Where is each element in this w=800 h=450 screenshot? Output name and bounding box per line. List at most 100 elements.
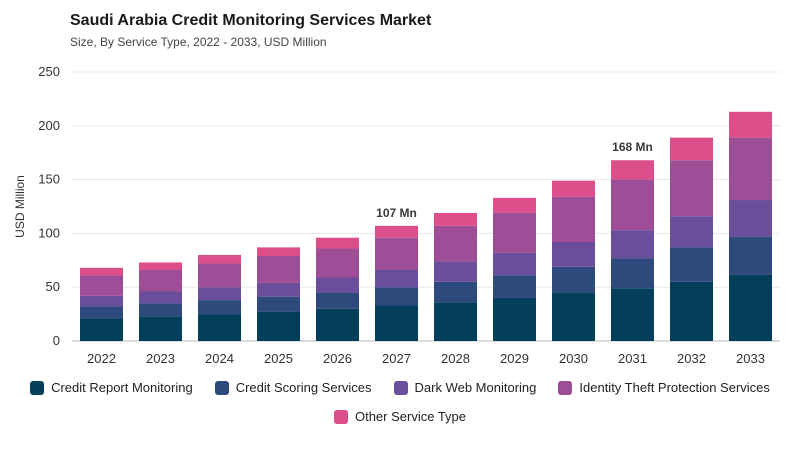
bar-segment-2031-1 xyxy=(611,288,654,341)
bar-segment-2033-5 xyxy=(729,111,772,138)
bar-segment-2023-3 xyxy=(139,291,182,304)
bar-segment-2025-4 xyxy=(257,255,300,283)
bar-segment-2027-3 xyxy=(375,269,418,288)
y-tick-label: 250 xyxy=(38,64,60,79)
x-tick-label: 2029 xyxy=(500,351,529,366)
bar-segment-2026-3 xyxy=(316,277,359,293)
x-tick-label: 2033 xyxy=(736,351,765,366)
legend-label: Dark Web Monitoring xyxy=(414,380,537,395)
bar-segment-2023-4 xyxy=(139,269,182,292)
bar-segment-2027-4 xyxy=(375,237,418,270)
bar-segment-2031-4 xyxy=(611,179,654,231)
x-tick-label: 2032 xyxy=(677,351,706,366)
chart-subtitle: Size, By Service Type, 2022 - 2033, USD … xyxy=(70,35,327,49)
bar-segment-2032-5 xyxy=(670,137,713,161)
legend-label: Identity Theft Protection Services xyxy=(579,380,770,395)
legend-swatch xyxy=(333,409,348,424)
bar-segment-2029-3 xyxy=(493,252,536,276)
bar-segment-2032-4 xyxy=(670,160,713,217)
bar-segment-2024-5 xyxy=(198,254,241,264)
bar-segment-2033-3 xyxy=(729,200,772,237)
y-tick-label: 150 xyxy=(38,172,60,187)
bar-segment-2022-5 xyxy=(80,267,123,276)
bar-segment-2028-1 xyxy=(434,302,477,341)
legend-label: Credit Report Monitoring xyxy=(51,380,193,395)
bar-segment-2025-2 xyxy=(257,296,300,312)
legend-item: Identity Theft Protection Services xyxy=(558,380,770,395)
bar-segment-2023-2 xyxy=(139,303,182,317)
data-annotation: 107 Mn xyxy=(376,206,417,220)
x-tick-label: 2022 xyxy=(87,351,116,366)
bar-segment-2027-5 xyxy=(375,225,418,238)
legend-label: Credit Scoring Services xyxy=(235,380,372,395)
bar-segment-2024-4 xyxy=(198,263,241,288)
x-tick-label: 2026 xyxy=(323,351,352,366)
bar-segment-2023-5 xyxy=(139,262,182,270)
y-tick-label: 0 xyxy=(53,333,60,348)
bar-segment-2029-5 xyxy=(493,197,536,213)
legend-swatch xyxy=(30,380,45,395)
legend-swatch xyxy=(214,380,229,395)
bar-segment-2023-1 xyxy=(139,316,182,341)
bar-segment-2025-3 xyxy=(257,282,300,297)
bar-segment-2030-5 xyxy=(552,180,595,197)
bar-segment-2033-4 xyxy=(729,137,772,201)
bar-chart: 0 50 100 150 200 250 USD Million 2022 2023 2024 20… xyxy=(13,64,780,366)
bar-segment-2024-2 xyxy=(198,300,241,315)
bar-segment-2024-3 xyxy=(198,287,241,301)
bar-segment-2030-4 xyxy=(552,196,595,243)
bar-segment-2031-3 xyxy=(611,230,654,259)
legend-item: Credit Scoring Services xyxy=(214,380,372,395)
bar-segment-2026-4 xyxy=(316,248,359,278)
bar-segment-2028-5 xyxy=(434,212,477,226)
bar-segment-2022-1 xyxy=(80,318,123,341)
bar-segment-2026-5 xyxy=(316,237,359,249)
data-annotation: 168 Mn xyxy=(612,140,653,154)
x-tick-label: 2031 xyxy=(618,351,647,366)
bar-segment-2033-2 xyxy=(729,236,772,275)
y-tick-label: 200 xyxy=(38,118,60,133)
bar-segment-2027-1 xyxy=(375,305,418,341)
bar-segment-2028-4 xyxy=(434,225,477,262)
y-tick-label: 100 xyxy=(38,225,60,240)
legend-label: Other Service Type xyxy=(354,409,467,424)
legend-item: Dark Web Monitoring xyxy=(393,380,537,395)
bar-segment-2022-4 xyxy=(80,275,123,296)
bar-segment-2030-1 xyxy=(552,292,595,341)
bar-segment-2029-4 xyxy=(493,212,536,253)
legend-swatch xyxy=(393,380,408,395)
bar-segment-2026-2 xyxy=(316,292,359,309)
y-tick-label: 50 xyxy=(46,279,60,294)
bar-segment-2030-3 xyxy=(552,242,595,267)
x-tick-label: 2025 xyxy=(264,351,293,366)
bar-segment-2032-2 xyxy=(670,247,713,282)
bar-segment-2029-2 xyxy=(493,275,536,298)
x-tick-label: 2023 xyxy=(146,351,175,366)
bar-segment-2031-5 xyxy=(611,160,654,180)
bar-segment-2026-1 xyxy=(316,308,359,341)
legend-swatch xyxy=(558,380,573,395)
chart-title: Saudi Arabia Credit Monitoring Services … xyxy=(70,12,432,29)
bar-segment-2033-1 xyxy=(729,274,772,341)
x-tick-label: 2028 xyxy=(441,351,470,366)
legend-item: Credit Report Monitoring xyxy=(30,380,193,395)
bar-segment-2029-1 xyxy=(493,297,536,341)
bar-segment-2025-5 xyxy=(257,247,300,256)
bar-segment-2027-2 xyxy=(375,287,418,306)
legend-item: Other Service Type xyxy=(333,409,467,424)
bar-segment-2032-1 xyxy=(670,281,713,341)
y-axis-label: USD Million xyxy=(13,175,27,238)
x-tick-label: 2030 xyxy=(559,351,588,366)
bar-segment-2022-3 xyxy=(80,295,123,307)
bar-segment-2028-3 xyxy=(434,261,477,282)
bar-segment-2025-1 xyxy=(257,311,300,341)
bar-segment-2022-2 xyxy=(80,306,123,319)
x-tick-label: 2024 xyxy=(205,351,234,366)
x-tick-label: 2027 xyxy=(382,351,411,366)
chart-legend: Credit Report Monitoring Credit Scoring S… xyxy=(0,380,800,424)
bar-segment-2024-1 xyxy=(198,314,241,341)
bar-segment-2032-3 xyxy=(670,216,713,248)
bar-segment-2031-2 xyxy=(611,258,654,289)
bar-segment-2030-2 xyxy=(552,266,595,293)
bar-segment-2028-2 xyxy=(434,281,477,303)
